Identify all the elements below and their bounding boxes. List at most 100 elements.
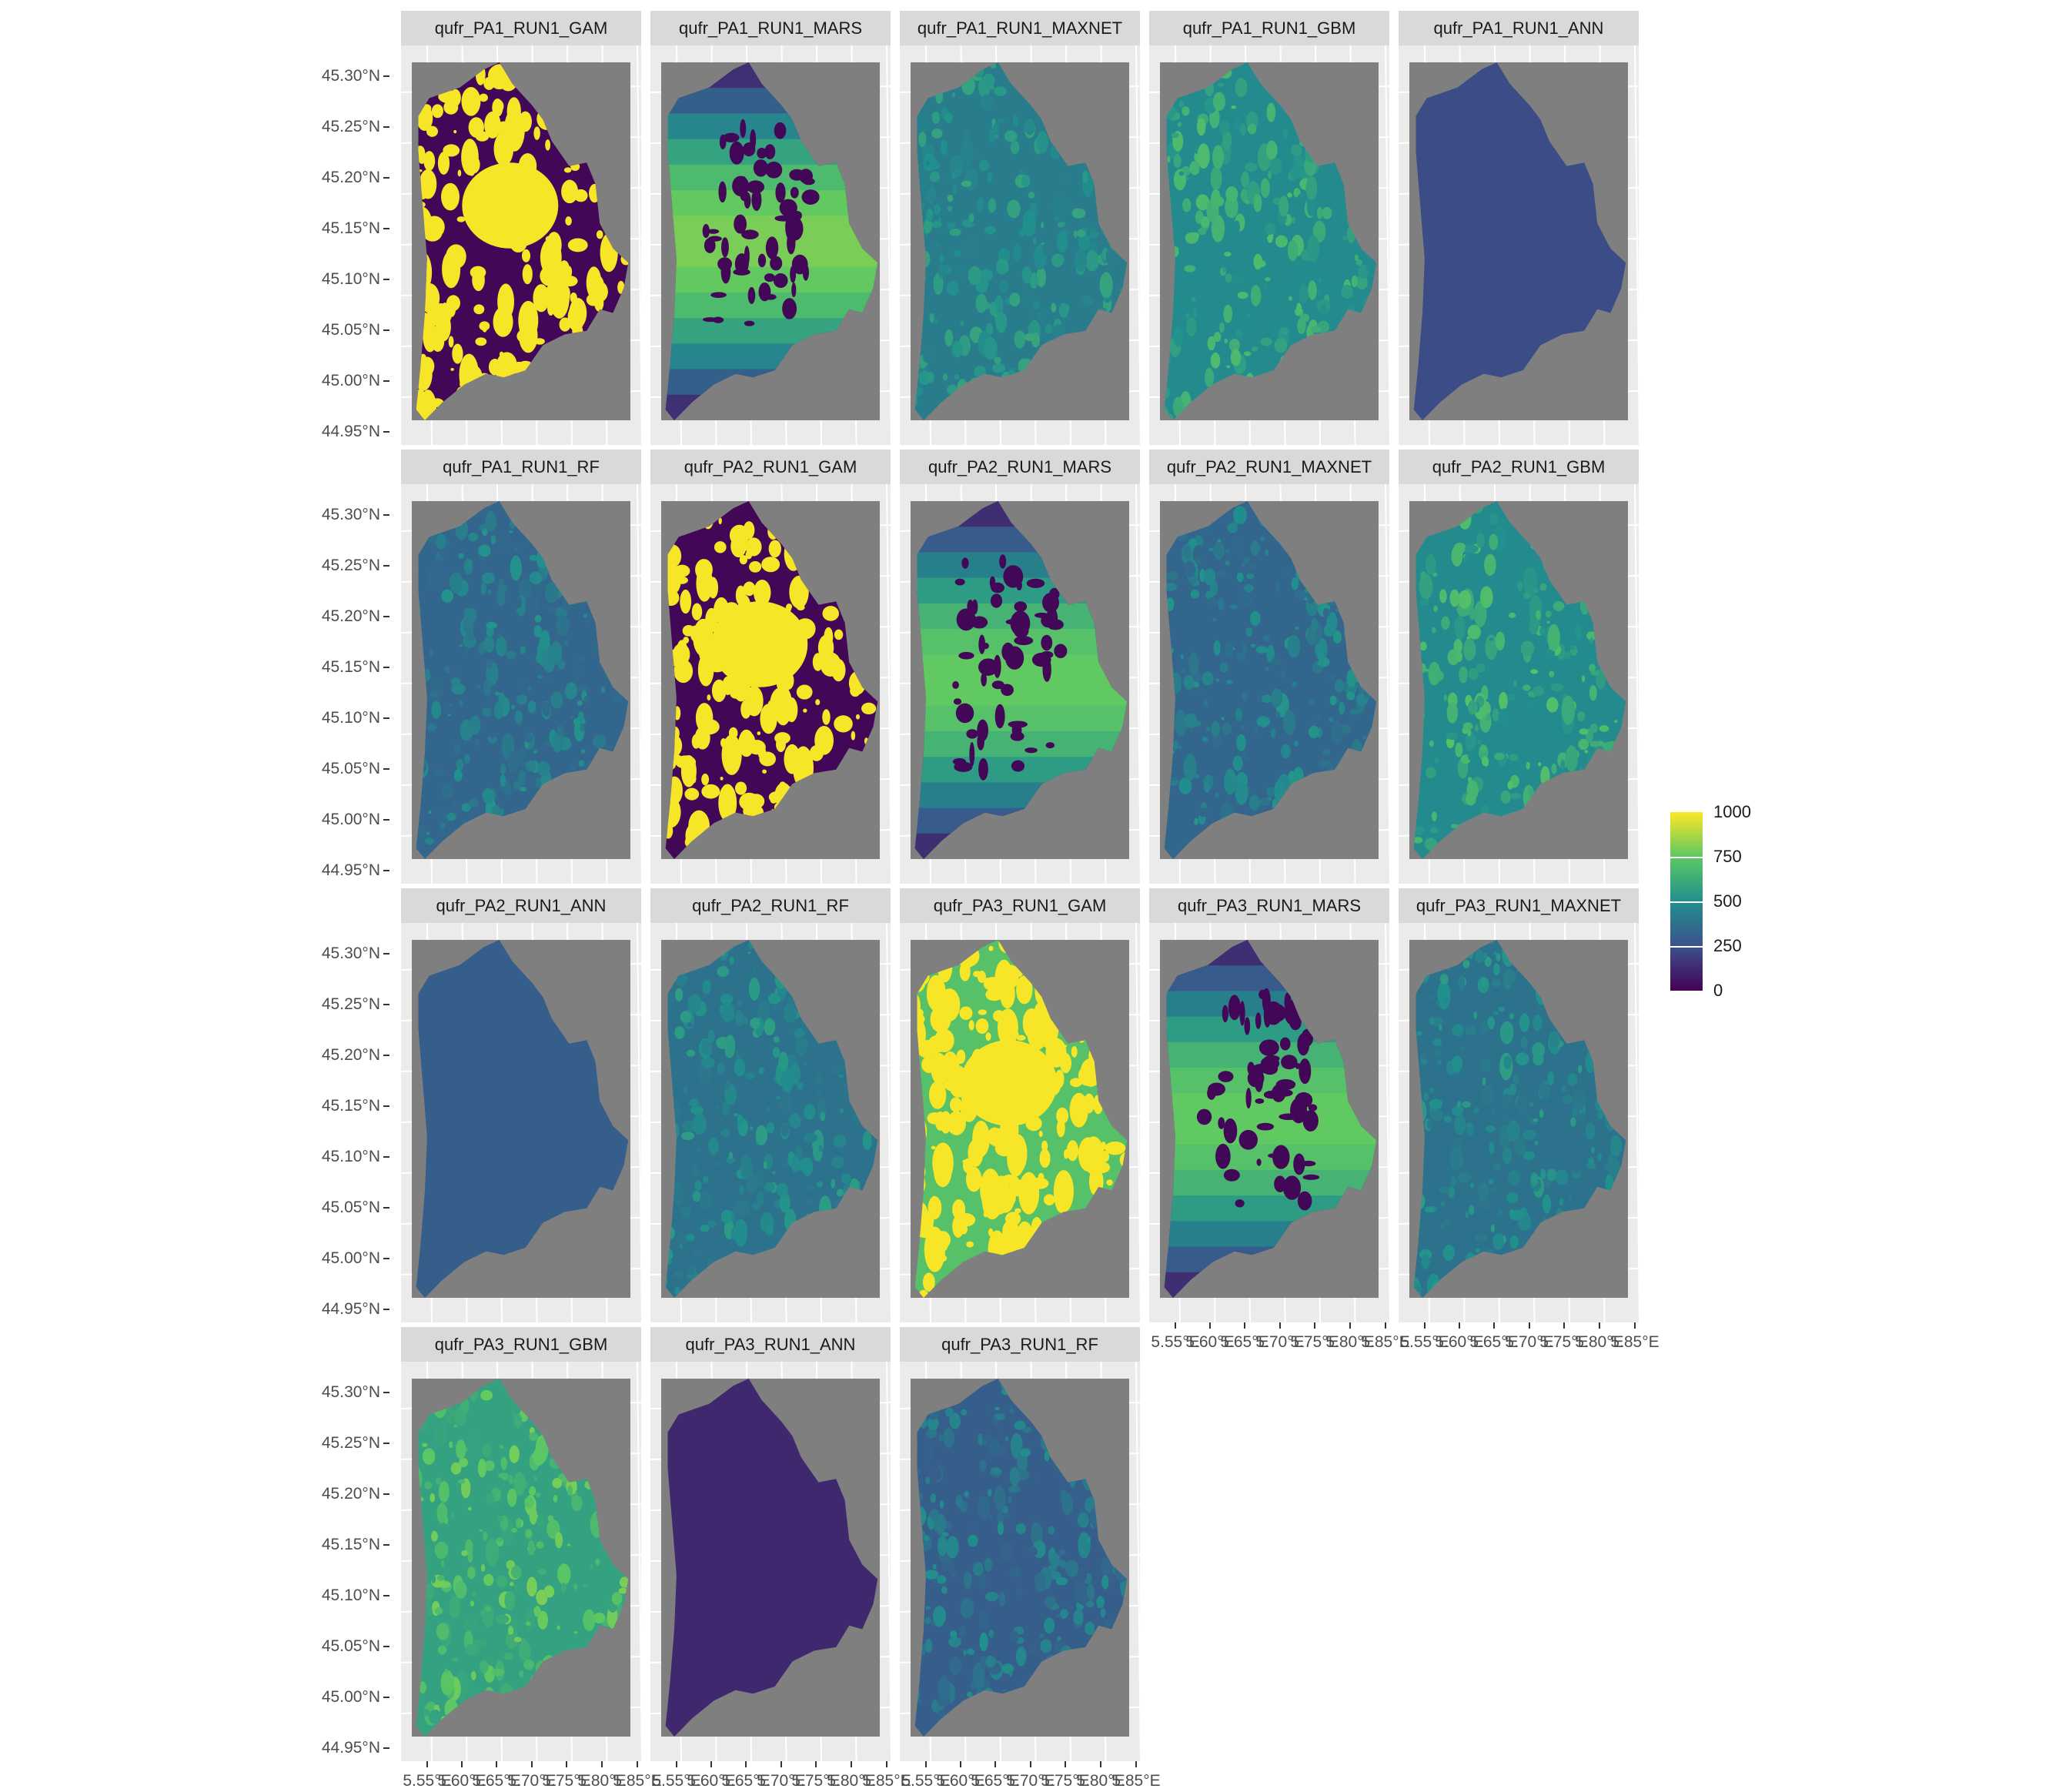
raster-patch: [769, 1280, 780, 1288]
raster-patch: [1241, 724, 1245, 730]
raster-patch: [517, 769, 526, 787]
panel-background: [1399, 484, 1639, 884]
raster-patch: [874, 775, 878, 786]
raster-patch: [543, 371, 548, 376]
raster-patch: [1570, 1117, 1576, 1127]
raster-patch: [1212, 145, 1224, 169]
raster-patch: [1232, 832, 1238, 839]
raster-patch: [1058, 303, 1069, 318]
raster-patch: [435, 517, 440, 522]
raster-patch: [1299, 285, 1309, 304]
raster-patch: [1418, 527, 1428, 537]
raster-patch: [426, 570, 437, 588]
raster-patch: [766, 1106, 770, 1112]
raster-patch: [1373, 563, 1377, 579]
raster-patch: [1575, 515, 1586, 531]
raster-patch: [433, 768, 446, 777]
raster-patch: [1066, 1140, 1079, 1162]
x-tick-label: 5.80°E: [1325, 1333, 1375, 1351]
raster-patch: [854, 643, 862, 652]
raster-patch: [1459, 1046, 1464, 1051]
raster-patch: [794, 1028, 806, 1038]
raster-patch: [819, 549, 831, 573]
y-tick-label: 45.20°N: [321, 1485, 380, 1503]
raster-patch: [772, 1003, 782, 1013]
raster-patch: [441, 182, 460, 211]
raster-band: [665, 113, 878, 140]
raster-patch: [447, 628, 457, 637]
raster-patch: [1271, 688, 1283, 707]
raster-patch: [1535, 981, 1547, 1005]
raster-patch: [619, 1576, 629, 1588]
raster-patch: [1443, 694, 1447, 701]
raster-patch: [1203, 700, 1208, 707]
raster-patch: [934, 318, 938, 325]
raster-patch: [1603, 622, 1612, 628]
raster-patch: [451, 1657, 459, 1662]
raster-patch: [665, 1225, 676, 1240]
raster-patch: [1222, 268, 1227, 272]
raster-patch: [994, 704, 1005, 729]
raster-patch: [1327, 104, 1334, 112]
raster-patch: [616, 1456, 627, 1471]
raster-patch: [1028, 1724, 1032, 1730]
raster-patch: [1542, 1255, 1550, 1265]
raster-patch: [511, 704, 516, 710]
raster-patch: [1413, 620, 1418, 627]
raster-patch: [563, 112, 572, 126]
raster-patch: [1235, 781, 1248, 805]
raster-patch: [1164, 272, 1172, 283]
raster-patch: [966, 1691, 973, 1698]
raster-patch: [776, 940, 784, 948]
raster-patch: [1579, 1112, 1586, 1126]
raster-patch: [1282, 83, 1288, 92]
raster-patch: [607, 1488, 614, 1503]
raster-patch: [596, 540, 607, 551]
raster-patch: [1003, 565, 1024, 588]
raster-patch: [419, 501, 430, 510]
raster-patch: [619, 1690, 629, 1700]
raster-patch: [937, 1575, 947, 1584]
raster-patch: [702, 1175, 709, 1184]
raster-patch: [721, 237, 729, 258]
raster-patch: [956, 1212, 976, 1227]
raster-patch: [1579, 767, 1584, 774]
raster-patch: [416, 621, 421, 647]
x-tick-mark: [710, 1761, 712, 1767]
raster-patch: [946, 281, 959, 296]
raster-patch: [615, 1684, 621, 1690]
raster-patch: [1294, 833, 1300, 842]
raster-patch: [1273, 501, 1277, 506]
raster-patch: [1308, 725, 1319, 739]
raster-patch: [1018, 397, 1031, 407]
raster-patch: [995, 393, 1007, 410]
raster-patch: [1413, 729, 1416, 756]
map-panel: qufr_PA1_RUN1_GBM: [1149, 11, 1389, 445]
raster-patch: [1609, 947, 1616, 958]
raster-patch: [1279, 196, 1289, 217]
raster-patch: [595, 164, 607, 176]
raster-patch: [737, 1000, 743, 1006]
raster-patch: [1589, 664, 1596, 672]
raster-patch: [1573, 1015, 1579, 1027]
raster-patch: [1109, 1668, 1118, 1675]
raster-patch: [1164, 283, 1171, 298]
raster-patch: [733, 269, 750, 276]
raster-patch: [511, 1527, 517, 1533]
raster-patch: [1346, 99, 1358, 122]
raster-patch: [522, 264, 533, 285]
raster-patch: [1315, 130, 1325, 142]
raster-patch: [931, 1384, 942, 1396]
suitability-map: [1164, 62, 1377, 420]
raster-patch: [781, 527, 787, 533]
raster-patch: [430, 649, 434, 657]
raster-patch: [1297, 1191, 1312, 1211]
raster-patch: [1484, 816, 1489, 821]
raster-patch: [1442, 1245, 1455, 1262]
raster-patch: [1180, 669, 1186, 674]
raster-patch: [615, 1484, 629, 1498]
raster-patch: [774, 970, 787, 989]
raster-patch: [1533, 1015, 1543, 1031]
raster-patch: [533, 1606, 541, 1617]
raster-patch: [1547, 1072, 1554, 1086]
